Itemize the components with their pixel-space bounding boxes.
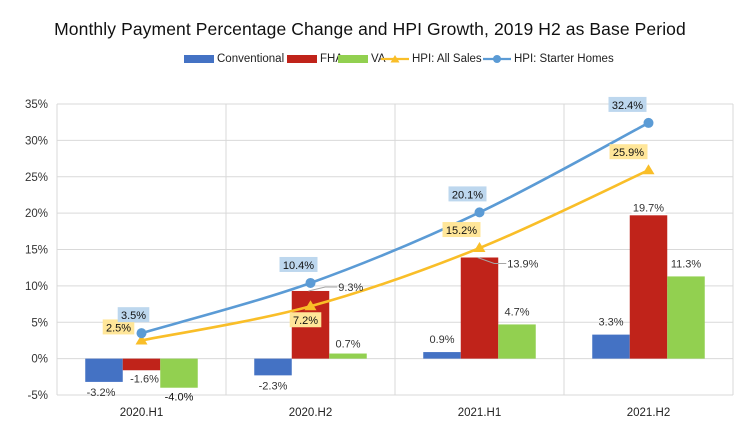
data-label: 0.9% — [429, 334, 454, 346]
bar-fha — [629, 215, 668, 359]
point-hpi-all-sales — [473, 242, 486, 253]
legend-swatch-conventional — [184, 55, 214, 63]
y-tick-label: 15% — [25, 245, 48, 257]
line-data-label: 15.2% — [446, 225, 477, 237]
y-tick-label: 25% — [25, 172, 48, 184]
leader-line — [477, 257, 507, 265]
line-label-bg — [448, 186, 487, 202]
line-data-label: 32.4% — [612, 100, 643, 112]
y-tick-label: 0% — [31, 354, 48, 366]
line-label-bg — [608, 96, 647, 112]
legend-label-fha: FHA — [320, 53, 343, 65]
point-hpi-starter-homes — [305, 277, 316, 288]
data-label: -2.3% — [259, 380, 288, 392]
bar-fha — [460, 257, 499, 359]
line-data-label: 20.1% — [452, 189, 483, 201]
point-hpi-starter-homes — [474, 207, 485, 218]
legend-swatch-fha — [287, 55, 317, 63]
y-tick-label: 5% — [31, 317, 48, 329]
y-tick-label: 35% — [25, 99, 48, 111]
y-tick-label: 30% — [25, 135, 48, 147]
data-label: 19.7% — [633, 202, 664, 214]
bar-conventional — [85, 358, 123, 382]
x-tick-label: 2021.H2 — [627, 407, 670, 419]
legend-item-hpi-all-sales: HPI: All Sales — [381, 50, 482, 68]
legend-label-conventional: Conventional — [217, 53, 285, 65]
legend-item-fha: FHA — [287, 50, 343, 68]
data-label: -1.6% — [130, 373, 159, 385]
point-hpi-all-sales — [642, 164, 655, 175]
line-data-label: 25.9% — [613, 147, 644, 159]
line-hpi-starter-homes — [141, 121, 650, 335]
legend-label-hpi-starter-homes: HPI: Starter Homes — [514, 53, 614, 65]
line-label-bg — [102, 319, 135, 335]
line-label-bg — [609, 144, 648, 160]
data-label: 11.3% — [671, 258, 702, 270]
bar-fha — [122, 358, 161, 371]
point-hpi-starter-homes — [136, 328, 147, 339]
line-data-label: 2.5% — [106, 322, 131, 334]
legend-item-hpi-starter-homes: HPI: Starter Homes — [483, 50, 614, 68]
line-data-label: 3.5% — [121, 310, 146, 322]
y-tick-label: -5% — [28, 390, 48, 402]
line-label-bg — [289, 312, 322, 328]
data-label-bg — [631, 200, 666, 214]
leader-line — [308, 286, 338, 292]
bar-conventional — [254, 358, 292, 376]
bar-va — [329, 353, 367, 359]
line-data-label: 7.2% — [293, 315, 318, 327]
data-label: -4.0% — [165, 392, 194, 404]
bar-va — [667, 276, 705, 359]
x-tick-label: 2020.H2 — [289, 407, 332, 419]
y-axis-tick-labels: -5% 0% 5% 10% 15% 20% 25% 30% 35% — [25, 99, 48, 402]
data-label: 4.7% — [504, 306, 529, 318]
point-hpi-all-sales — [304, 300, 317, 311]
legend-label-va: VA — [371, 53, 386, 65]
bar-conventional — [423, 352, 461, 359]
legend-swatch-va — [338, 55, 368, 63]
line-label-bg — [442, 222, 481, 238]
line-data-label: 10.4% — [283, 260, 314, 272]
data-label: 13.9% — [507, 259, 538, 271]
line-label-bg — [279, 256, 318, 272]
legend: Conventional FHA VA HPI: All Sales HPI: … — [0, 50, 740, 68]
x-tick-label: 2021.H1 — [458, 407, 501, 419]
point-hpi-all-sales — [135, 334, 148, 345]
legend-marker-hpi-starter-homes — [483, 55, 511, 63]
y-tick-label: 10% — [25, 281, 48, 293]
data-label: 3.3% — [598, 317, 623, 329]
chart-title: Monthly Payment Percentage Change and HP… — [54, 19, 686, 39]
data-label: -3.2% — [87, 387, 116, 399]
bar-conventional — [592, 334, 630, 359]
legend-item-va: VA — [338, 50, 386, 68]
data-label: 9.3% — [338, 282, 363, 294]
point-hpi-starter-homes — [643, 117, 654, 128]
data-labels: -3.2% -2.3% 0.9% 3.3% -1.6% 9.3% 13.9% 19.7% -4.… — [87, 96, 702, 404]
data-label: 0.7% — [335, 339, 360, 351]
bar-va — [498, 324, 536, 359]
x-axis-tick-labels: 2020.H1 2020.H2 2021.H1 2021.H2 — [120, 407, 670, 419]
lines — [135, 117, 655, 345]
line-hpi-all-sales — [141, 169, 650, 342]
x-tick-label: 2020.H1 — [120, 407, 163, 419]
legend-marker-hpi-all-sales — [381, 55, 409, 63]
legend-item-conventional: Conventional — [184, 50, 284, 68]
bar-va — [160, 358, 198, 388]
y-tick-label: 20% — [25, 208, 48, 220]
legend-label-hpi-all-sales: HPI: All Sales — [412, 53, 482, 65]
line-label-bg — [117, 307, 150, 323]
